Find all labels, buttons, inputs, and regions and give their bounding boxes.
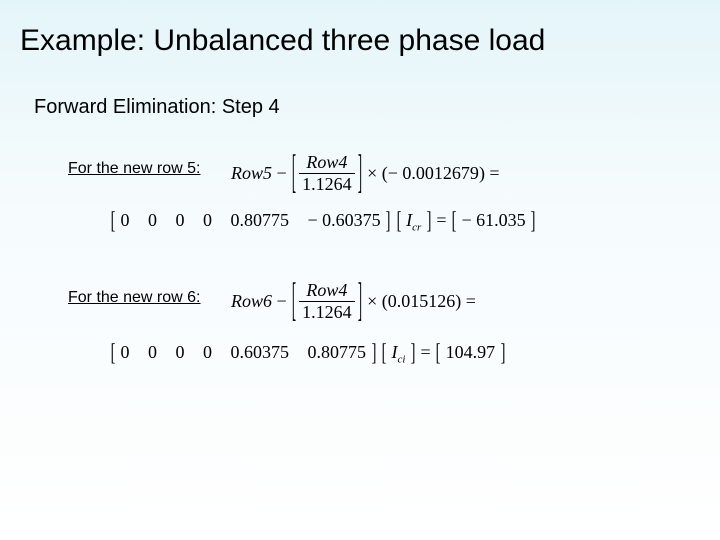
row5-factor: − 0.0012679 <box>388 163 479 184</box>
slide-title: Example: Unbalanced three phase load <box>20 24 700 58</box>
row5-equation-result: [ 0 0 0 0 0.80775 − 0.60375 ] [ Icr ] = … <box>110 210 700 234</box>
row6-frac-den: 1.1264 <box>299 302 355 322</box>
row6-section: For the new row 6: Row6 − [ Row4 1.1264 … <box>20 281 700 365</box>
row6-m2: 0 <box>176 342 185 362</box>
row6-m4: 0.60375 <box>231 342 290 362</box>
row5-lhs: Row5 <box>231 163 272 184</box>
slide-subtitle: Forward Elimination: Step 4 <box>34 96 700 119</box>
row5-m3: 0 <box>203 210 212 230</box>
row5-m5: − 0.60375 <box>308 210 381 230</box>
row6-frac-num: Row4 <box>299 281 355 302</box>
row5-frac-den: 1.1264 <box>299 174 355 194</box>
row5-var-sub: cr <box>412 221 421 233</box>
row5-equation-step: Row5 − [ Row4 1.1264 ] × (− 0.0012679) = <box>231 153 500 194</box>
row6-var-sub: ci <box>398 354 406 366</box>
row6-label: For the new row 6: <box>68 289 201 307</box>
row5-rhs: − 61.035 <box>461 210 525 230</box>
row5-label: For the new row 5: <box>68 160 201 178</box>
row6-m3: 0 <box>203 342 212 362</box>
row5-m2: 0 <box>176 210 185 230</box>
row5-section: For the new row 5: Row5 − [ Row4 1.1264 … <box>20 153 700 233</box>
row6-rhs: 104.97 <box>446 342 496 362</box>
row6-m1: 0 <box>148 342 157 362</box>
slide: Example: Unbalanced three phase load For… <box>0 0 720 540</box>
row6-m0: 0 <box>121 342 130 362</box>
row6-equation-result: [ 0 0 0 0 0.60375 0.80775 ] [ Ici ] = [ … <box>110 342 700 366</box>
row6-factor: 0.015126 <box>388 291 456 312</box>
row5-m1: 0 <box>148 210 157 230</box>
row5-frac-num: Row4 <box>299 153 355 174</box>
row5-m0: 0 <box>121 210 130 230</box>
row5-m4: 0.80775 <box>231 210 290 230</box>
row6-m5: 0.80775 <box>308 342 367 362</box>
row6-lhs: Row6 <box>231 291 272 312</box>
row6-equation-step: Row6 − [ Row4 1.1264 ] × (0.015126) = <box>231 281 476 322</box>
